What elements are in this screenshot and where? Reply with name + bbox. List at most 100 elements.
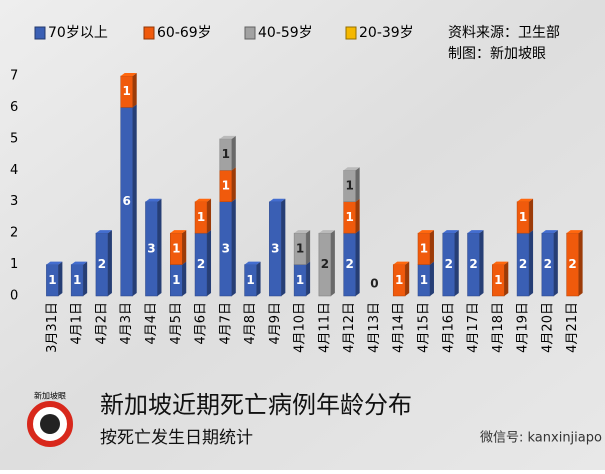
bar-side: [355, 167, 360, 202]
bar-top: [467, 230, 484, 234]
x-tick-label: 4月19日: [516, 302, 531, 353]
x-tick-label: 4月21日: [565, 302, 580, 353]
data-label: 1: [345, 210, 353, 224]
bar-side: [529, 230, 534, 296]
legend-label: 40-59岁: [258, 25, 313, 41]
y-tick-label: 4: [10, 163, 18, 178]
data-label: 2: [197, 257, 205, 271]
data-label: 1: [494, 273, 502, 287]
bar-segment: [194, 198, 212, 234]
bar-side: [330, 230, 335, 296]
chart-subtitle: 按死亡发生日期统计: [100, 428, 253, 448]
bar-top: [244, 261, 261, 265]
x-tick-label: 4月18日: [491, 302, 506, 353]
chart-title: 新加坡近期死亡病例年龄分布: [100, 391, 412, 419]
x-tick-label: 3月31日: [45, 302, 60, 353]
bar-side: [281, 198, 286, 296]
bar-side: [132, 104, 137, 296]
data-label: 1: [222, 179, 230, 193]
data-label: 1: [73, 273, 81, 287]
legend-swatch: [345, 26, 357, 40]
y-tick-label: 1: [10, 257, 18, 272]
x-tick-label: 4月16日: [441, 302, 456, 353]
data-label: 1: [222, 147, 230, 161]
bar-side: [306, 261, 311, 296]
data-label: 2: [445, 257, 453, 271]
bar-segment: [318, 230, 335, 297]
bar-side: [355, 230, 360, 296]
data-label: 0: [370, 277, 378, 291]
logo-text: 新加坡眼: [34, 391, 66, 401]
x-tick-label: 4月7日: [218, 302, 233, 345]
data-label: 2: [98, 257, 106, 271]
data-label: 2: [544, 257, 552, 271]
data-label: 1: [123, 84, 131, 98]
data-label: 2: [321, 257, 329, 271]
bar-side: [207, 198, 212, 234]
bar-segment: [492, 261, 509, 297]
y-tick-label: 5: [10, 131, 18, 146]
data-label: 1: [519, 210, 527, 224]
bar-side: [231, 135, 236, 171]
data-label: 6: [123, 194, 131, 208]
legend-label: 60-69岁: [157, 25, 212, 41]
bar-segment: [417, 230, 434, 265]
bar-segment: [516, 198, 534, 234]
y-tick-label: 6: [10, 100, 18, 115]
bar-side: [479, 230, 484, 296]
bar-side: [231, 167, 236, 202]
data-label: 3: [147, 241, 155, 255]
logo: 新加坡眼: [27, 391, 73, 447]
bar-side: [256, 261, 261, 296]
bar-segment: [541, 230, 558, 297]
bar-top: [492, 261, 509, 265]
bar-top: [566, 230, 583, 234]
x-tick-label: 4月9日: [268, 302, 283, 345]
data-label: 3: [271, 241, 279, 255]
bar-top: [517, 198, 534, 202]
y-tick-label: 2: [10, 226, 18, 241]
bar-side: [529, 198, 534, 234]
data-label: 1: [172, 241, 180, 255]
bar-segment: [219, 135, 236, 171]
bar-side: [182, 230, 187, 265]
bar-segment: [244, 261, 261, 297]
bar-segment: [442, 230, 459, 297]
bar-side: [58, 261, 63, 296]
bar-side: [207, 230, 212, 296]
bar-top: [120, 73, 137, 76]
bar-segment: [566, 230, 583, 297]
watermark: 微信号: kanxinjiapo: [480, 431, 602, 446]
bar-segment: [343, 167, 360, 202]
bar-side: [504, 261, 509, 296]
bar-top: [95, 230, 112, 234]
bar-segment: [145, 198, 162, 297]
data-label: 1: [246, 273, 254, 287]
x-tick-label: 4月2日: [94, 302, 109, 345]
bar-top: [417, 230, 434, 234]
bar-side: [405, 261, 410, 296]
bar-side: [132, 73, 137, 108]
bar-segment: [46, 261, 63, 297]
bar-side: [306, 230, 311, 265]
bar-side: [429, 261, 434, 296]
data-label: 1: [172, 273, 180, 287]
data-label: 1: [420, 241, 428, 255]
y-tick-label: 7: [10, 69, 18, 84]
data-label: 1: [296, 273, 304, 287]
bar-side: [578, 230, 583, 296]
bar-top: [71, 261, 88, 265]
bar-top: [170, 230, 187, 234]
bar-side: [355, 198, 360, 234]
credit: 制图：新加坡眼: [448, 46, 546, 62]
data-label: 1: [296, 241, 304, 255]
bar-top: [269, 198, 286, 202]
x-tick-label: 4月20日: [540, 302, 555, 353]
bar-segment: [194, 230, 212, 297]
legend-swatch: [34, 26, 46, 40]
bar-top: [343, 167, 360, 171]
legend-swatch: [143, 26, 155, 40]
bar-top: [145, 198, 162, 202]
x-tick-label: 4月5日: [169, 302, 184, 345]
x-tick-label: 4月10日: [293, 302, 308, 353]
